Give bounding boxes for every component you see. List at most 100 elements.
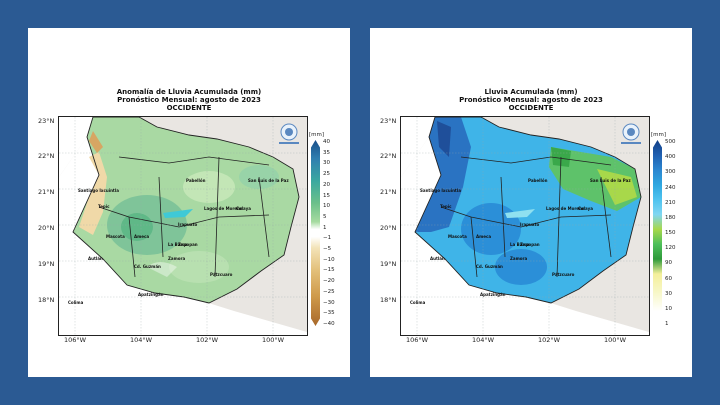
city-label: Irapuato bbox=[178, 222, 198, 227]
lat-label: 20°N bbox=[38, 224, 55, 232]
city-label: Lagos de Moreno bbox=[204, 206, 243, 211]
lat-label: 21°N bbox=[38, 188, 55, 196]
colorbar-tick-label: 35 bbox=[323, 149, 330, 156]
colorbar-tick-label: 5 bbox=[323, 213, 327, 220]
city-label: Cd. Guzmán bbox=[134, 264, 161, 269]
city-label: Lagos de Moreno bbox=[546, 206, 585, 211]
city-label: Mascota bbox=[106, 234, 125, 239]
colorbar-tick-label: 30 bbox=[665, 290, 672, 297]
colorbar-tick-label: 180 bbox=[665, 214, 676, 221]
rainfall-map-panel: Lluvia Acumulada (mm) Pronóstico Mensual… bbox=[370, 28, 692, 377]
city-label: La Barca bbox=[168, 242, 188, 247]
city-label: Irapuato bbox=[520, 222, 540, 227]
city-label: Pátzcuaro bbox=[210, 272, 233, 277]
colorbar-tick-label: 300 bbox=[665, 169, 676, 176]
city-label: Mascota bbox=[448, 234, 467, 239]
colorbar-tick-label: −10 bbox=[323, 256, 335, 263]
city-label: Pabellón bbox=[528, 178, 548, 183]
lon-label: 102°W bbox=[537, 336, 561, 344]
lon-label: 104°W bbox=[129, 336, 153, 344]
lat-label: 19°N bbox=[380, 260, 397, 268]
lat-label: 19°N bbox=[38, 260, 55, 268]
colorbar-tick-label: 1 bbox=[323, 224, 327, 231]
city-label: Autlán bbox=[430, 256, 445, 261]
anomaly-colorbar bbox=[311, 140, 320, 326]
colorbar-tick-label: −5 bbox=[323, 246, 332, 253]
city-label: Apatzingán bbox=[138, 292, 164, 297]
colorbar-unit: [mm] bbox=[651, 132, 667, 138]
city-label: Santiago Ixcuintla bbox=[420, 188, 461, 193]
colorbar-tick-label: −35 bbox=[323, 310, 335, 317]
rainfall-map bbox=[400, 116, 650, 336]
colorbar-tick-label: 10 bbox=[665, 305, 672, 312]
colorbar-tick-label: −20 bbox=[323, 278, 335, 285]
lat-label: 23°N bbox=[38, 117, 55, 125]
city-label: Zapopan bbox=[520, 242, 540, 247]
city-label: Apatzingán bbox=[480, 292, 506, 297]
colorbar-tick-label: 90 bbox=[665, 260, 672, 267]
city-label: Tepic bbox=[440, 204, 452, 209]
lat-label: 20°N bbox=[380, 224, 397, 232]
map-subtitle: Pronóstico Mensual: agosto de 2023 bbox=[459, 96, 603, 104]
colorbar-unit: [mm] bbox=[309, 132, 325, 138]
colorbar-tick-label: 10 bbox=[323, 203, 330, 210]
anomaly-map bbox=[58, 116, 308, 336]
rainfall-colorbar bbox=[653, 140, 662, 326]
city-label: Pátzcuaro bbox=[552, 272, 575, 277]
lat-label: 18°N bbox=[380, 296, 397, 304]
lat-label: 21°N bbox=[380, 188, 397, 196]
lat-label: 23°N bbox=[380, 117, 397, 125]
map-region: OCCIDENTE bbox=[508, 104, 554, 112]
colorbar-tick-label: 20 bbox=[323, 181, 330, 188]
colorbar-tick-label: 1 bbox=[665, 321, 669, 327]
city-label: Zamora bbox=[510, 256, 528, 261]
lon-label: 106°W bbox=[63, 336, 87, 344]
colorbar-tick-label: 25 bbox=[323, 171, 330, 178]
colorbar-tick-label: 120 bbox=[665, 245, 676, 252]
colorbar-tick-label: 30 bbox=[323, 160, 330, 167]
map-subtitle: Pronóstico Mensual: agosto de 2023 bbox=[117, 96, 261, 104]
lon-label: 106°W bbox=[405, 336, 429, 344]
city-label: Cd. Guzmán bbox=[476, 264, 503, 269]
city-label: Ameca bbox=[134, 234, 150, 239]
anomaly-map-panel: Anomalía de Lluvia Acumulada (mm) Pronós… bbox=[28, 28, 350, 377]
city-label: Santiago Ixcuintla bbox=[78, 188, 119, 193]
lat-label: 18°N bbox=[38, 296, 55, 304]
city-label: Pabellón bbox=[186, 178, 206, 183]
colorbar-tick-label: 240 bbox=[665, 184, 676, 191]
city-label: Colima bbox=[68, 300, 84, 305]
city-label: San Luis de la Paz bbox=[248, 178, 289, 183]
map-title: Anomalía de Lluvia Acumulada (mm) bbox=[116, 88, 262, 96]
colorbar-tick-label: −25 bbox=[323, 288, 335, 295]
colorbar-tick-label: −40 bbox=[323, 321, 335, 327]
city-label: San Luis de la Paz bbox=[590, 178, 631, 183]
city-label: Ameca bbox=[476, 234, 492, 239]
colorbar-tick-label: 210 bbox=[665, 199, 676, 206]
lon-label: 100°W bbox=[261, 336, 285, 344]
city-label: Zamora bbox=[168, 256, 186, 261]
colorbar-tick-label: −15 bbox=[323, 267, 335, 274]
lat-label: 22°N bbox=[38, 152, 55, 160]
logo-icon bbox=[618, 121, 644, 147]
city-label: Zapopan bbox=[178, 242, 198, 247]
colorbar-tick-label: 400 bbox=[665, 154, 676, 161]
lon-label: 104°W bbox=[471, 336, 495, 344]
colorbar-tick-label: 150 bbox=[665, 230, 676, 236]
city-label: Autlán bbox=[88, 256, 103, 261]
colorbar-tick-label: −1 bbox=[323, 235, 332, 242]
colorbar-tick-label: 60 bbox=[665, 275, 672, 282]
city-label: Colima bbox=[410, 300, 426, 305]
map-region: OCCIDENTE bbox=[166, 104, 212, 112]
colorbar-tick-label: 40 bbox=[323, 139, 330, 145]
colorbar-tick-label: −30 bbox=[323, 299, 335, 306]
city-label: Celaya bbox=[578, 206, 593, 211]
lon-label: 102°W bbox=[195, 336, 219, 344]
city-label: Tepic bbox=[98, 204, 110, 209]
colorbar-tick-label: 15 bbox=[323, 192, 330, 199]
lat-label: 22°N bbox=[380, 152, 397, 160]
city-label: Celaya bbox=[236, 206, 251, 211]
map-title: Lluvia Acumulada (mm) bbox=[484, 88, 578, 96]
city-label: La Barca bbox=[510, 242, 530, 247]
colorbar-tick-label: 500 bbox=[665, 139, 676, 145]
lon-label: 100°W bbox=[603, 336, 627, 344]
